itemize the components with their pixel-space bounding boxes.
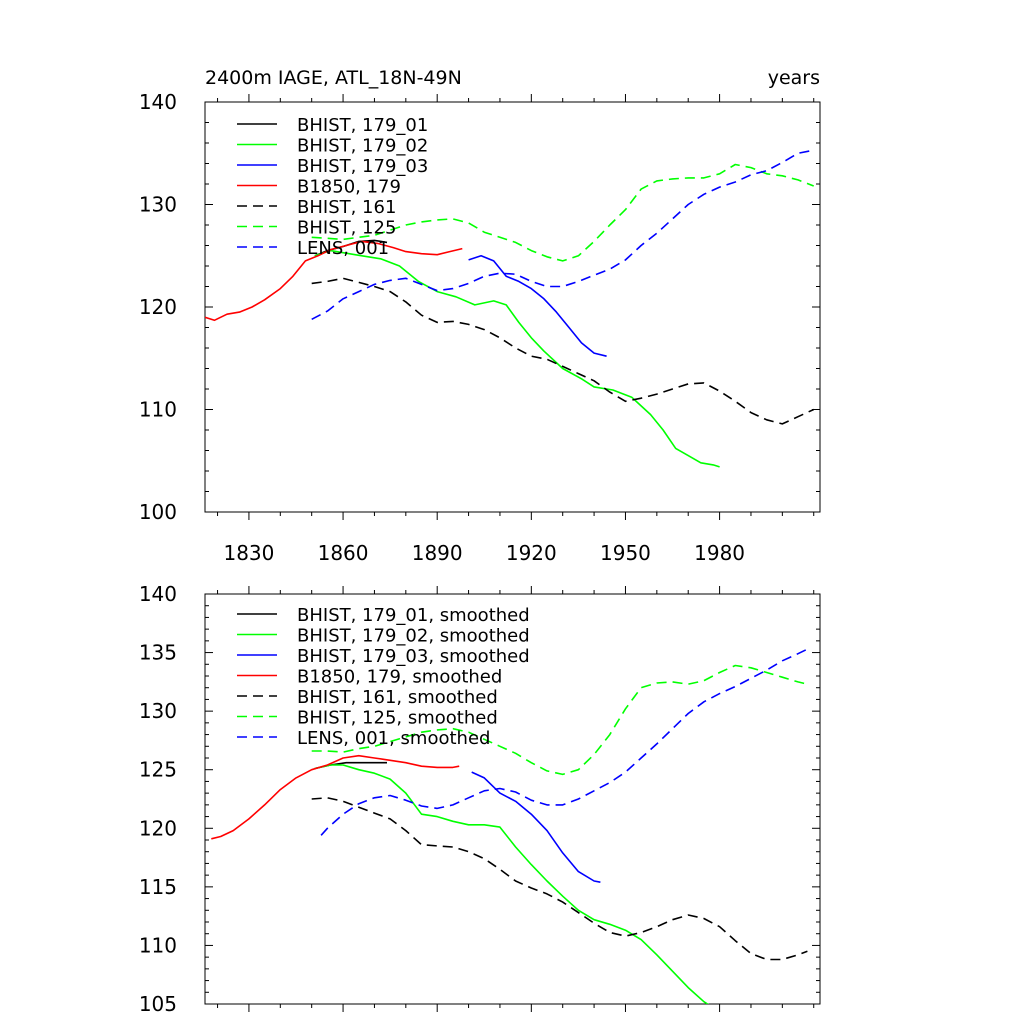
legend-label: BHIST, 125 bbox=[297, 218, 396, 239]
chart-panel-1: 100 110 120 130 140 1830 1860 1890 1920 1950 1980 2… bbox=[139, 67, 821, 565]
series-group bbox=[211, 648, 808, 1004]
y-tick-label: 120 bbox=[139, 295, 177, 319]
x-tick-label: 1860 bbox=[318, 541, 369, 565]
legend-label: LENS, 001, smoothed bbox=[297, 728, 490, 749]
series-line-6 bbox=[311, 664, 808, 776]
x-tick-label: 1890 bbox=[412, 541, 463, 565]
series-line-7 bbox=[311, 149, 814, 321]
legend-label: BHIST, 161, smoothed bbox=[297, 687, 498, 708]
series-line-2 bbox=[314, 764, 709, 1004]
legend-label: LENS, 001 bbox=[297, 238, 389, 259]
x-tick-label: 1830 bbox=[223, 541, 274, 565]
series-line-3 bbox=[471, 771, 601, 883]
legend-label: BHIST, 179_01 bbox=[297, 115, 428, 136]
y-tick-label: 115 bbox=[139, 875, 177, 899]
legend-label: BHIST, 125, smoothed bbox=[297, 708, 498, 729]
legend-label: BHIST, 179_02 bbox=[297, 136, 428, 157]
y-tick-label: 140 bbox=[139, 582, 177, 606]
plot-frame bbox=[204, 593, 821, 1005]
series-line-6 bbox=[311, 163, 814, 262]
y-tick-label: 130 bbox=[139, 193, 177, 217]
y-tick-label: 105 bbox=[139, 992, 177, 1016]
y-tick-label: 135 bbox=[139, 641, 177, 665]
series-line-4 bbox=[205, 240, 463, 322]
chart-panel-2: 105 110 115 120 125 130 135 140 BHIST, 179_01, s… bbox=[139, 582, 821, 1016]
legend-label: BHIST, 179_03, smoothed bbox=[297, 646, 530, 667]
legend-label: B1850, 179 bbox=[297, 177, 401, 198]
y-tick-label: 110 bbox=[139, 933, 177, 957]
chart-title-right: years bbox=[768, 67, 820, 89]
series-line-5 bbox=[311, 796, 808, 961]
series-group bbox=[205, 149, 815, 468]
legend-label: BHIST, 179_03 bbox=[297, 156, 428, 177]
legend-label: BHIST, 179_01, smoothed bbox=[297, 605, 530, 626]
x-tick-label: 1920 bbox=[506, 541, 557, 565]
y-tick-label: 110 bbox=[139, 398, 177, 422]
chart-title: 2400m IAGE, ATL_18N-49N bbox=[205, 67, 462, 89]
legend-label: BHIST, 179_02, smoothed bbox=[297, 626, 530, 647]
x-tick-label: 1980 bbox=[694, 541, 745, 565]
series-line-3 bbox=[468, 255, 607, 357]
series-line-4 bbox=[211, 754, 460, 840]
series-line-7 bbox=[320, 648, 808, 836]
y-tick-label: 140 bbox=[139, 90, 177, 114]
x-tick-label: 1950 bbox=[600, 541, 651, 565]
y-tick-label: 100 bbox=[139, 500, 177, 524]
y-tick-label: 130 bbox=[139, 699, 177, 723]
legend-label: B1850, 179, smoothed bbox=[297, 667, 502, 688]
series-line-5 bbox=[311, 277, 815, 425]
legend-label: BHIST, 161 bbox=[297, 197, 396, 218]
y-tick-label: 120 bbox=[139, 816, 177, 840]
series-line-2 bbox=[314, 249, 720, 468]
y-tick-label: 125 bbox=[139, 758, 177, 782]
